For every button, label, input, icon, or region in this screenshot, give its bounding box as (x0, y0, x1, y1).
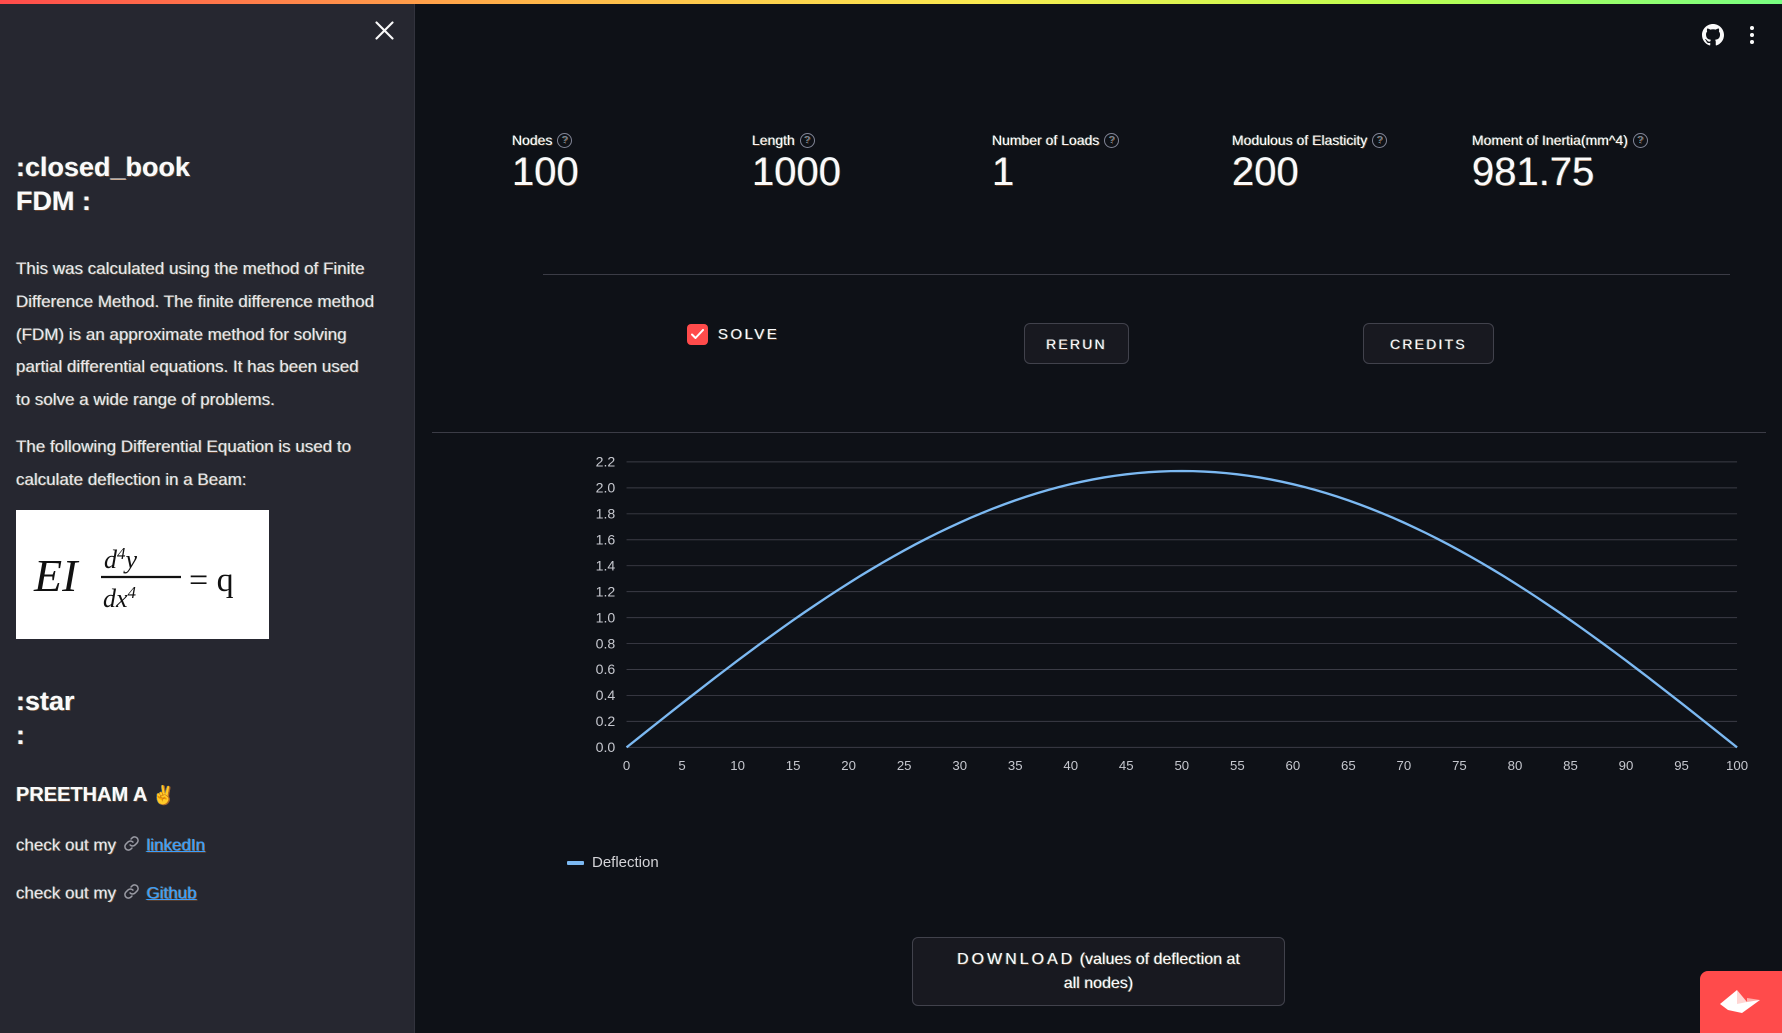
svg-text:100: 100 (1726, 758, 1748, 773)
svg-text:5: 5 (678, 758, 685, 773)
svg-text:0: 0 (623, 758, 630, 773)
svg-text:0.0: 0.0 (596, 739, 616, 755)
svg-text:85: 85 (1563, 758, 1578, 773)
svg-text:90: 90 (1619, 758, 1634, 773)
svg-text:2.2: 2.2 (596, 454, 616, 470)
svg-text:2.0: 2.0 (596, 480, 616, 496)
svg-text:55: 55 (1230, 758, 1245, 773)
svg-text:0.4: 0.4 (596, 687, 616, 703)
svg-text:1.2: 1.2 (596, 583, 616, 599)
svg-text:65: 65 (1341, 758, 1356, 773)
svg-text:1.4: 1.4 (596, 557, 616, 573)
svg-text:1.8: 1.8 (596, 506, 616, 522)
svg-text:10: 10 (730, 758, 745, 773)
svg-text:dx4: dx4 (103, 583, 137, 614)
svg-text:EI: EI (33, 550, 80, 601)
svg-text:0.6: 0.6 (596, 661, 616, 677)
svg-text:d4y: d4y (104, 544, 138, 575)
svg-text:0.8: 0.8 (596, 635, 616, 651)
svg-text:= q: = q (189, 562, 234, 599)
svg-text:45: 45 (1119, 758, 1134, 773)
svg-text:75: 75 (1452, 758, 1467, 773)
svg-text:0.2: 0.2 (596, 713, 616, 729)
svg-text:1.6: 1.6 (596, 531, 616, 547)
svg-text:95: 95 (1674, 758, 1689, 773)
svg-text:50: 50 (1174, 758, 1189, 773)
svg-text:25: 25 (897, 758, 912, 773)
svg-text:60: 60 (1286, 758, 1301, 773)
svg-text:70: 70 (1397, 758, 1412, 773)
svg-text:40: 40 (1063, 758, 1078, 773)
svg-text:15: 15 (786, 758, 801, 773)
svg-text:35: 35 (1008, 758, 1023, 773)
svg-text:80: 80 (1508, 758, 1523, 773)
svg-text:30: 30 (952, 758, 967, 773)
svg-text:1.0: 1.0 (596, 609, 616, 625)
svg-text:20: 20 (841, 758, 856, 773)
